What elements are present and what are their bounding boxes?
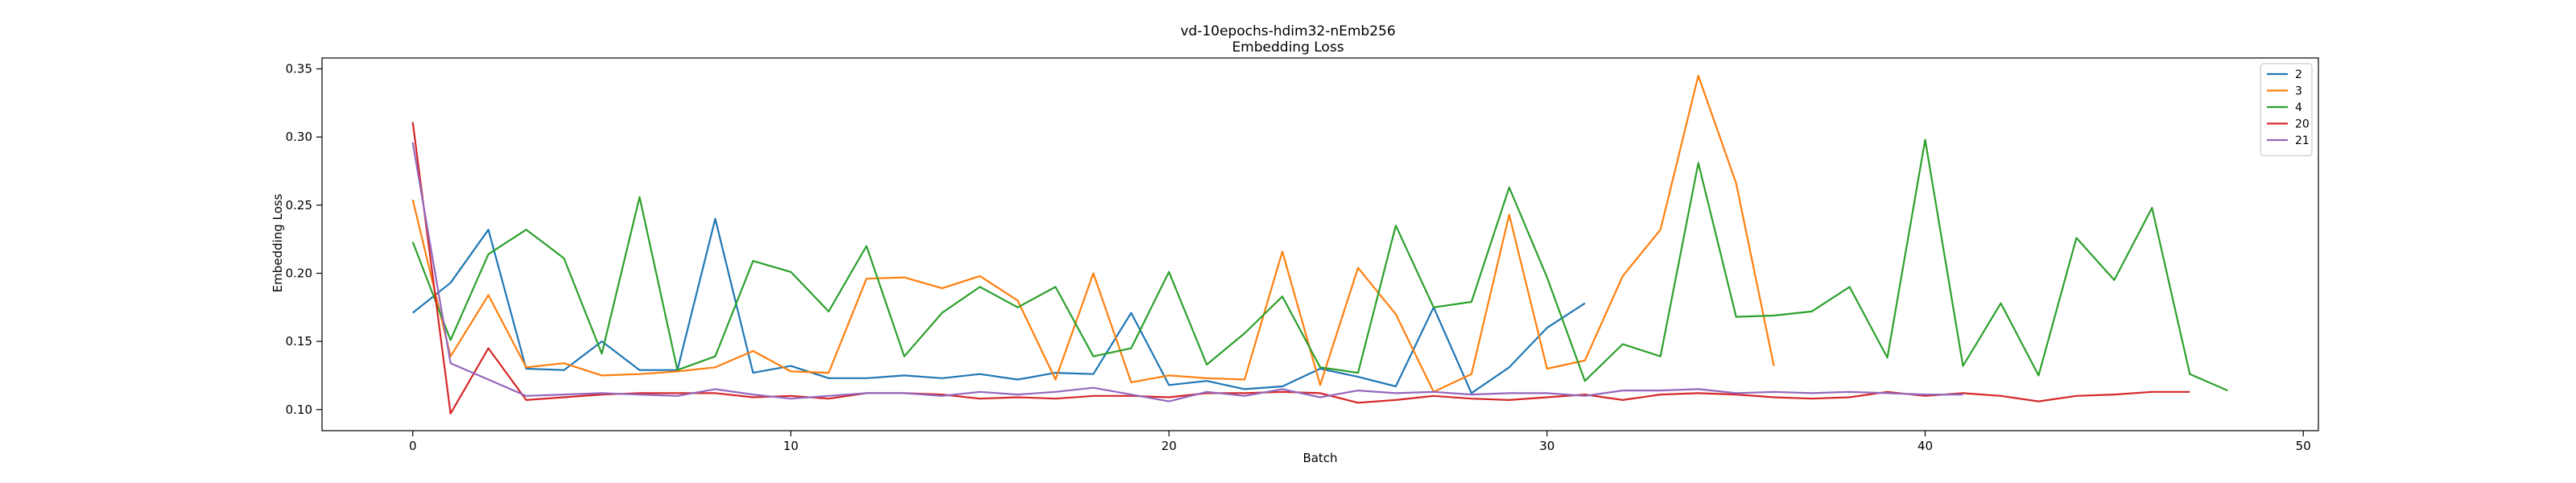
y-tick-label: 0.15 (286, 334, 312, 349)
series-line-4 (411, 138, 2228, 392)
axis-ticks: 0 10 20 30 40 50 0.10 0.15 0.20 0.25 0.30 0.35 (286, 62, 2311, 453)
x-tick-label: 40 (1918, 439, 1933, 453)
plot-lines (411, 74, 2228, 415)
x-tick-label: 50 (2296, 439, 2311, 453)
legend-label-3: 3 (2295, 85, 2302, 98)
y-tick-label: 0.25 (286, 198, 312, 213)
legend: 2 3 4 20 21 (2260, 63, 2313, 157)
series-line-21 (411, 142, 1963, 402)
series-line-2 (412, 217, 1586, 394)
y-axis-label: Embedding Loss (270, 193, 285, 292)
legend-label-4: 4 (2295, 101, 2302, 114)
series-line-3 (411, 74, 1775, 393)
y-tick-label: 0.35 (286, 62, 312, 76)
legend-label-21: 21 (2295, 134, 2310, 147)
legend-box (2260, 63, 2313, 157)
x-tick-label: 30 (1539, 439, 1554, 453)
x-tick-label: 20 (1162, 439, 1177, 453)
x-tick-label: 0 (409, 439, 417, 453)
x-axis-label: Batch (1302, 451, 1337, 465)
y-tick-label: 0.10 (286, 402, 312, 417)
chart-subtitle: Embedding Loss (1232, 39, 1344, 56)
legend-label-20: 20 (2295, 118, 2310, 131)
y-tick-label: 0.30 (286, 130, 312, 144)
plot-frame (321, 57, 2319, 431)
chart-title: vd-10epochs-hdim32-nEmb256 (1180, 23, 1395, 39)
y-tick-label: 0.20 (286, 266, 312, 280)
x-tick-label: 10 (783, 439, 799, 453)
legend-label-2: 2 (2295, 68, 2302, 81)
